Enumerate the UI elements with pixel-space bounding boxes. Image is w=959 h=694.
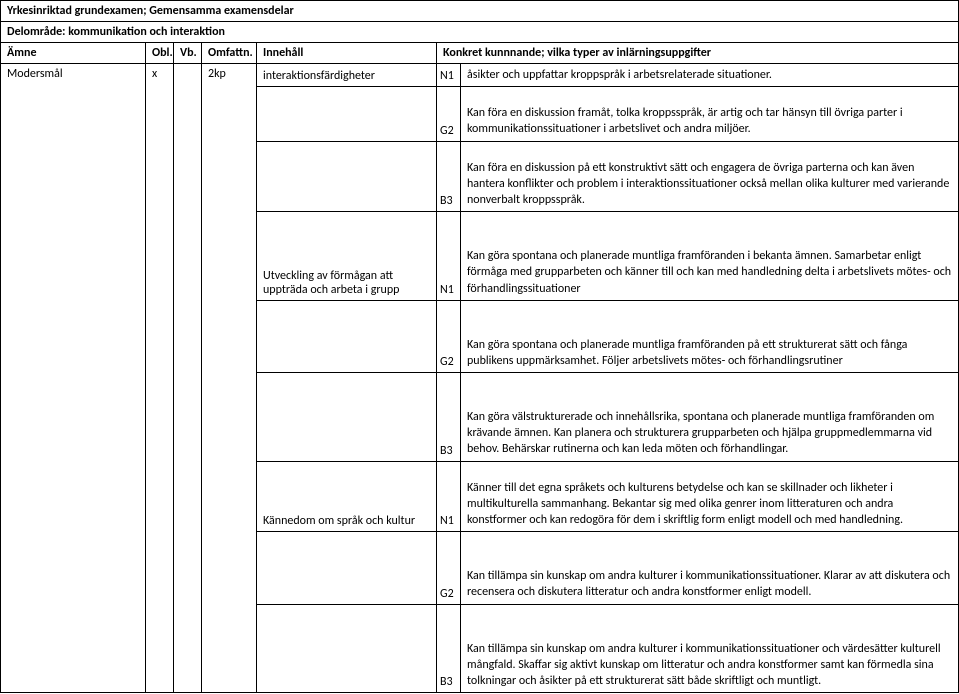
level-cell: N1 <box>437 212 461 300</box>
content-row: Kännedom om språk och kultur N1Känner til… <box>257 462 958 533</box>
col-header-omf: Omfattn. <box>202 43 257 63</box>
innehall-cell <box>257 87 437 140</box>
description-cell: Kan göra spontana och planerade muntliga… <box>461 301 958 372</box>
description-cell: Kan föra en diskussion framåt, tolka kro… <box>461 87 958 140</box>
level-cell: N1 <box>437 64 461 86</box>
level-cell: B3 <box>437 142 461 212</box>
curriculum-table: Yrkesinriktad grundexamen; Gemensamma ex… <box>0 0 959 693</box>
cell-omf: 2kp <box>202 64 257 692</box>
description-cell: Kan göra välstrukturerade och innehållsr… <box>461 373 958 461</box>
content-row: B3Kan tillämpa sin kunskap om andra kult… <box>257 605 958 693</box>
column-headers: Ämne Obl. Vb. Omfattn. Innehåll Konkret … <box>1 43 958 64</box>
innehall-text: Utveckling av förmågan att uppträda och … <box>263 269 430 297</box>
content-row: B3Kan göra välstrukturerade och innehåll… <box>257 373 958 462</box>
level-cell: B3 <box>437 605 461 693</box>
content-row: B3Kan föra en diskussion på ett konstruk… <box>257 142 958 213</box>
level-cell: G2 <box>437 87 461 140</box>
content-row: G2Kan göra spontana och planerade muntli… <box>257 301 958 373</box>
innehall-cell <box>257 373 437 461</box>
content-row: Utveckling av förmågan att uppträda och … <box>257 212 958 301</box>
content-row: interaktionsfärdigheter N1åsikter och upp… <box>257 64 958 87</box>
col-header-innehall: Innehåll <box>257 43 437 63</box>
innehall-cell: interaktionsfärdigheter <box>257 64 437 86</box>
col-header-vb: Vb. <box>174 43 202 63</box>
table-body: Modersmål x 2kp interaktionsfärdigheter N… <box>1 64 958 692</box>
col-header-amne: Ämne <box>1 43 146 63</box>
description-cell: Kan göra spontana och planerade muntliga… <box>461 212 958 300</box>
level-cell: G2 <box>437 301 461 372</box>
level-cell: N1 <box>437 462 461 532</box>
innehall-text: interaktionsfärdigheter <box>263 69 375 83</box>
innehall-cell <box>257 605 437 693</box>
header-line2: Delområde: kommunikation och interaktion <box>1 22 958 43</box>
col-header-konkret: Konkret kunnnande; vilka typer av inlärn… <box>437 43 958 63</box>
innehall-text: Kännedom om språk och kultur <box>263 514 415 528</box>
description-cell: Kan föra en diskussion på ett konstrukti… <box>461 142 958 212</box>
description-cell: Kan tillämpa sin kunskap om andra kultur… <box>461 532 958 603</box>
description-cell: Känner till det egna språkets och kultur… <box>461 462 958 532</box>
description-cell: Kan tillämpa sin kunskap om andra kultur… <box>461 605 958 693</box>
content-row: G2Kan föra en diskussion framåt, tolka k… <box>257 87 958 141</box>
innehall-cell <box>257 142 437 212</box>
header-line1: Yrkesinriktad grundexamen; Gemensamma ex… <box>1 1 958 22</box>
cell-obl: x <box>146 64 174 692</box>
description-cell: åsikter och uppfattar kroppspråk i arbet… <box>461 64 958 86</box>
innehall-cell: Utveckling av förmågan att uppträda och … <box>257 212 437 300</box>
innehall-cell <box>257 532 437 603</box>
cell-vb <box>174 64 202 692</box>
innehall-cell <box>257 301 437 372</box>
content-row: G2Kan tillämpa sin kunskap om andra kult… <box>257 532 958 604</box>
innehall-cell: Kännedom om språk och kultur <box>257 462 437 532</box>
level-cell: B3 <box>437 373 461 461</box>
col-header-obl: Obl. <box>146 43 174 63</box>
content-stack: interaktionsfärdigheterN1åsikter och upp… <box>257 64 958 692</box>
cell-amne: Modersmål <box>1 64 146 692</box>
level-cell: G2 <box>437 532 461 603</box>
